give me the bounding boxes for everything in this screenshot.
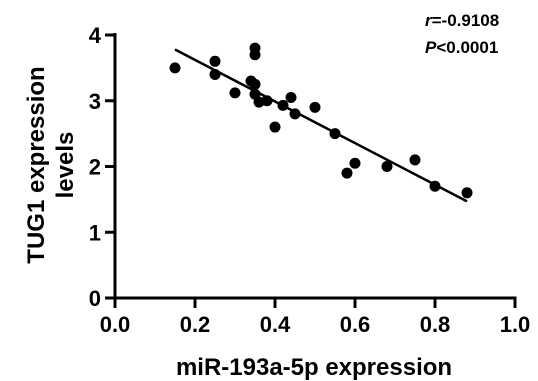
data-point: [210, 56, 221, 67]
x-tick-label: 0.2: [180, 312, 211, 337]
x-tick-label: 0.8: [420, 312, 451, 337]
data-point: [382, 161, 393, 172]
x-tick-label: 0.0: [100, 312, 131, 337]
r-value: =-0.9108: [432, 11, 500, 30]
data-point: [462, 187, 473, 198]
x-axis-title: miR-193a-5p expression: [176, 354, 452, 381]
p-value: <0.0001: [436, 38, 498, 57]
data-point: [410, 154, 421, 165]
y-tick-label: 4: [89, 23, 102, 48]
data-point: [350, 158, 361, 169]
x-tick-label: 0.4: [260, 312, 291, 337]
data-point: [278, 100, 289, 111]
data-point: [430, 181, 441, 192]
x-tick-label: 1.0: [500, 312, 531, 337]
p-annotation: P<0.0001: [425, 38, 498, 57]
x-tick-label: 0.6: [340, 312, 371, 337]
data-point: [270, 122, 281, 133]
y-axis-title-line1: TUG1 expression: [23, 66, 50, 263]
y-tick-label: 2: [89, 155, 101, 180]
data-point: [290, 108, 301, 119]
y-tick-label: 3: [89, 89, 101, 114]
data-point: [262, 95, 273, 106]
plot-area: 0.0 0.2 0.4 0.6 0.8 1.0 0 1 2 3 4: [89, 23, 531, 337]
data-point: [210, 69, 221, 80]
r-annotation: r=-0.9108: [425, 11, 499, 30]
data-point: [286, 92, 297, 103]
y-tick-label: 0: [89, 286, 101, 311]
data-point: [250, 49, 261, 60]
data-point: [342, 168, 353, 179]
p-symbol: P: [425, 38, 437, 57]
data-point: [310, 102, 321, 113]
y-tick-label: 1: [89, 220, 101, 245]
data-point: [250, 79, 261, 90]
data-point: [230, 87, 241, 98]
data-point: [170, 62, 181, 73]
y-axis-title-line2: levels: [52, 132, 79, 199]
data-point: [330, 128, 341, 139]
